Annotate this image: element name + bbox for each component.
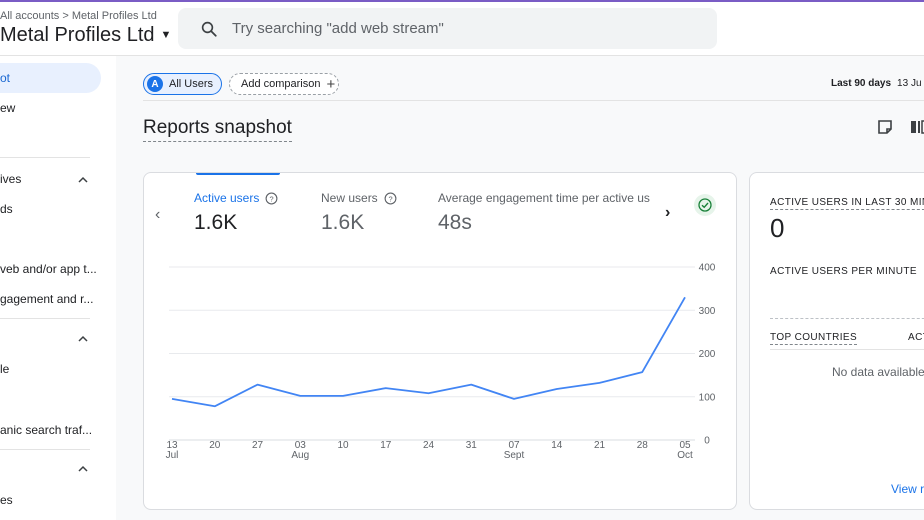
- sidebar-item-leads[interactable]: ds: [0, 202, 13, 216]
- top-countries-label[interactable]: TOP COUNTRIES: [770, 332, 858, 345]
- x-tick-label: 28: [637, 440, 649, 451]
- metric-new-users[interactable]: New users ? 1.6K: [321, 191, 397, 235]
- active-users-30min-label[interactable]: ACTIVE USERS IN LAST 30 MIN: [770, 197, 924, 210]
- view-realtime-link[interactable]: View r: [891, 482, 924, 496]
- x-tick-label: 07: [508, 440, 520, 451]
- y-tick-label: 400: [699, 263, 716, 274]
- chevron-left-icon[interactable]: ‹: [155, 206, 161, 223]
- x-tick-label: 13: [166, 440, 178, 451]
- caret-down-icon: ▼: [160, 29, 172, 41]
- account-selector[interactable]: Metal Profiles Ltd ▼: [0, 24, 171, 47]
- help-icon[interactable]: ?: [265, 192, 278, 205]
- metric-value: 1.6K: [321, 211, 365, 234]
- sidebar-item-engagement[interactable]: gagement and r...: [0, 292, 94, 306]
- avatar: A: [147, 76, 163, 92]
- x-tick-label: 05: [679, 440, 691, 451]
- add-comparison-button[interactable]: Add comparison +: [229, 73, 339, 95]
- plus-icon: +: [326, 75, 336, 93]
- metric-avg-engagement[interactable]: Average engagement time per active us 48…: [438, 191, 658, 235]
- search-icon: [201, 21, 217, 37]
- sidebar-item-overview[interactable]: ew: [0, 101, 16, 115]
- svg-text:?: ?: [270, 194, 274, 203]
- sidebar-item-snapshot[interactable]: ot: [0, 63, 101, 93]
- sidebar-item-organic-search[interactable]: anic search traf...: [0, 423, 93, 437]
- realtime-card: ACTIVE USERS IN LAST 30 MIN 0 ACTIVE USE…: [749, 172, 924, 510]
- per-minute-chart-baseline: [770, 318, 924, 319]
- all-users-label: All Users: [169, 78, 214, 90]
- overview-card: ‹ Active users ? 1.6K New users ? 1.6K A…: [143, 172, 737, 510]
- account-title: Metal Profiles Ltd: [0, 24, 155, 46]
- x-tick-label: 21: [594, 440, 606, 451]
- x-tick-month-label: Oct: [677, 450, 693, 461]
- y-tick-label: 0: [704, 436, 710, 447]
- metric-label: Average engagement time per active us: [438, 191, 650, 205]
- x-tick-month-label: Sept: [504, 450, 525, 461]
- search-bar[interactable]: Try searching "add web stream": [178, 8, 717, 49]
- sidebar-item-lifecycle[interactable]: le: [0, 362, 10, 376]
- chevron-up-icon[interactable]: [77, 464, 89, 474]
- toolbar-divider: [143, 100, 924, 101]
- all-users-chip[interactable]: A All Users: [143, 73, 222, 95]
- x-tick-label: 27: [252, 440, 264, 451]
- main-content: A All Users Add comparison + Last 90 day…: [116, 56, 924, 520]
- x-tick-label: 24: [423, 440, 435, 451]
- search-input[interactable]: Try searching "add web stream": [232, 20, 444, 37]
- sidebar: ot ew ives ds veb and/or app t... gageme…: [0, 56, 116, 520]
- per-minute-label: ACTIVE USERS PER MINUTE: [770, 266, 917, 277]
- note-icon[interactable]: [876, 118, 894, 136]
- date-range-picker[interactable]: Last 90 days 13 Ju: [831, 78, 922, 89]
- date-range-value: 13 Ju: [897, 78, 922, 89]
- series-line[interactable]: [171, 296, 686, 408]
- metric-active-users[interactable]: Active users ? 1.6K: [194, 191, 278, 235]
- y-tick-label: 300: [699, 306, 716, 317]
- chevron-right-icon[interactable]: ›: [665, 204, 671, 221]
- x-tick-month-label: Aug: [291, 450, 309, 461]
- customize-report-icon[interactable]: [909, 118, 924, 136]
- help-icon[interactable]: ?: [384, 192, 397, 205]
- sidebar-item-web-app-traffic[interactable]: veb and/or app t...: [0, 262, 97, 276]
- no-data-text: No data available: [832, 365, 924, 379]
- x-tick-label: 31: [466, 440, 478, 451]
- top-accent-bar: [0, 0, 924, 2]
- active-tab-indicator: [196, 173, 280, 175]
- add-comparison-label: Add comparison: [241, 78, 321, 90]
- active-users-column-label: ACT: [908, 332, 924, 343]
- sidebar-item-user[interactable]: es: [0, 493, 13, 507]
- metric-value: 1.6K: [194, 211, 238, 234]
- sidebar-divider: [0, 157, 90, 158]
- sidebar-section-objectives[interactable]: ives: [0, 172, 22, 186]
- chevron-up-icon[interactable]: [77, 334, 89, 344]
- header: All accounts > Metal Profiles Ltd Metal …: [0, 2, 924, 56]
- x-tick-label: 10: [337, 440, 349, 451]
- breadcrumb[interactable]: All accounts > Metal Profiles Ltd: [0, 10, 157, 22]
- x-tick-label: 14: [551, 440, 563, 451]
- table-divider: [770, 349, 924, 350]
- y-tick-label: 200: [699, 349, 716, 360]
- date-range-label: Last 90 days: [831, 78, 892, 89]
- metric-value: 48s: [438, 211, 472, 234]
- sidebar-divider: [0, 449, 90, 450]
- y-tick-label: 100: [699, 392, 716, 403]
- check-circle-icon[interactable]: [694, 194, 716, 216]
- x-tick-label: 03: [295, 440, 307, 451]
- x-tick-month-label: Jul: [166, 450, 179, 461]
- svg-text:?: ?: [388, 194, 392, 203]
- page-title: Reports snapshot: [143, 117, 292, 142]
- metric-label: Active users: [194, 191, 260, 205]
- x-tick-label: 17: [380, 440, 392, 451]
- chevron-up-icon[interactable]: [77, 175, 89, 185]
- x-tick-label: 20: [209, 440, 221, 451]
- active-users-count: 0: [770, 213, 785, 243]
- sidebar-divider: [0, 318, 90, 319]
- metric-label: New users: [321, 191, 378, 205]
